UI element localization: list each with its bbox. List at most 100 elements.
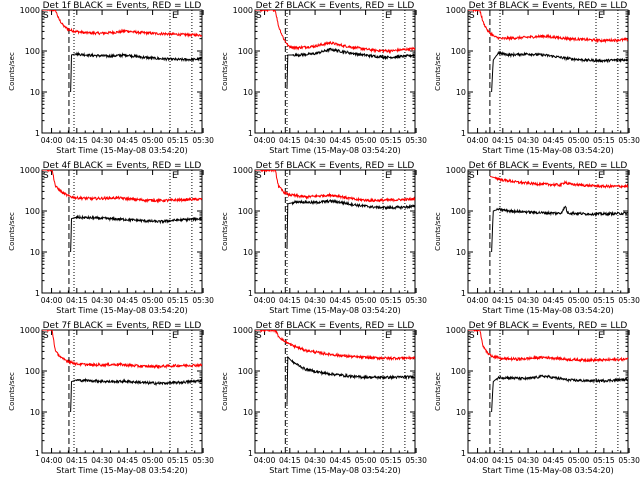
end-marker: E [172, 331, 178, 341]
y-tick-label: 1 [35, 449, 40, 458]
start-marker: S [469, 171, 475, 181]
x-tick-label: 04:30 [91, 136, 113, 145]
y-tick-label: 10 [30, 88, 40, 97]
x-tick-label: 05:00 [355, 456, 377, 465]
events-rate-line [70, 377, 202, 413]
x-tick-label: 05:00 [568, 296, 590, 305]
y-tick-label: 1 [461, 449, 466, 458]
y-tick-label: 10 [30, 408, 40, 417]
chart-panel-4: Det 4f BLACK = Events, RED = LLD Counts/s… [8, 161, 214, 315]
y-tick-label: 1000 [233, 326, 253, 335]
y-tick-label: 100 [451, 207, 466, 216]
chart-title: Det 6f BLACK = Events, RED = LLD [469, 161, 628, 171]
x-tick-label: 05:15 [167, 456, 189, 465]
y-axis-label: Counts/sec [8, 372, 16, 411]
chart-title: Det 2f BLACK = Events, RED = LLD [256, 1, 415, 11]
x-tick-label: 04:30 [517, 456, 539, 465]
lld-rate-line [42, 10, 202, 38]
x-tick-label: 04:00 [254, 296, 276, 305]
plot-frame [254, 9, 416, 134]
x-tick-label: 05:00 [142, 296, 164, 305]
y-tick-label: 10 [243, 248, 253, 257]
x-tick-label: 05:30 [192, 136, 214, 145]
chart-panel-2: Det 2f BLACK = Events, RED = LLD Counts/s… [221, 1, 427, 155]
start-marker: S [256, 171, 262, 181]
x-tick-label: 05:00 [142, 456, 164, 465]
end-marker: E [385, 331, 391, 341]
x-axis-label: Start Time (15-May-08 03:54:20) [56, 146, 187, 155]
y-tick-label: 100 [451, 47, 466, 56]
x-tick-label: 04:30 [91, 456, 113, 465]
events-rate-line [70, 214, 202, 253]
plot-frame [467, 329, 629, 454]
x-tick-label: 04:15 [279, 456, 301, 465]
x-tick-label: 05:30 [192, 456, 214, 465]
x-axis-label: Start Time (15-May-08 03:54:20) [482, 306, 613, 315]
x-axis-label: Start Time (15-May-08 03:54:20) [269, 466, 400, 475]
lld-rate-line [468, 10, 628, 44]
x-tick-label: 04:00 [254, 456, 276, 465]
chart-title: Det 7f BLACK = Events, RED = LLD [43, 321, 202, 331]
x-tick-label: 04:15 [492, 296, 514, 305]
chart-title: Det 3f BLACK = Events, RED = LLD [469, 1, 628, 11]
x-tick-label: 05:15 [380, 456, 402, 465]
x-tick-label: 04:45 [543, 136, 565, 145]
x-tick-label: 04:15 [279, 296, 301, 305]
x-tick-label: 05:15 [593, 136, 615, 145]
y-axis-label: Counts/sec [8, 52, 16, 91]
events-rate-line [286, 47, 415, 89]
plot-frame [254, 169, 416, 294]
y-tick-label: 1000 [446, 166, 466, 175]
y-tick-label: 1 [248, 129, 253, 138]
x-tick-label: 04:30 [91, 296, 113, 305]
x-tick-label: 04:45 [117, 296, 139, 305]
x-tick-label: 05:00 [142, 136, 164, 145]
x-tick-label: 04:45 [117, 456, 139, 465]
y-tick-label: 100 [238, 367, 253, 376]
start-marker: S [43, 171, 49, 181]
start-marker: S [469, 11, 475, 21]
y-tick-label: 1 [461, 129, 466, 138]
y-tick-label: 100 [25, 207, 40, 216]
x-tick-label: 05:15 [167, 296, 189, 305]
events-rate-line [491, 50, 628, 93]
x-tick-label: 05:30 [405, 296, 427, 305]
lld-rate-line [489, 175, 628, 189]
end-marker: E [172, 171, 178, 181]
chart-panel-7: Det 7f BLACK = Events, RED = LLD Counts/s… [8, 321, 214, 475]
x-tick-label: 04:45 [330, 456, 352, 465]
x-tick-label: 04:30 [517, 296, 539, 305]
end-marker: E [385, 11, 391, 21]
x-tick-label: 04:15 [66, 136, 88, 145]
end-marker: E [598, 171, 604, 181]
plot-frame [41, 329, 203, 454]
x-tick-label: 04:00 [254, 136, 276, 145]
x-tick-label: 04:30 [304, 136, 326, 145]
chart-panel-6: Det 6f BLACK = Events, RED = LLD Counts/s… [434, 161, 640, 315]
plot-frame [467, 9, 629, 134]
y-axis-label: Counts/sec [221, 52, 229, 91]
x-tick-label: 04:45 [543, 296, 565, 305]
x-tick-label: 05:15 [380, 136, 402, 145]
events-rate-line [491, 374, 628, 413]
x-tick-label: 04:15 [66, 456, 88, 465]
y-axis-label: Counts/sec [434, 52, 442, 91]
lld-rate-line [255, 330, 415, 362]
chart-title: Det 8f BLACK = Events, RED = LLD [256, 321, 415, 331]
x-tick-label: 05:30 [405, 136, 427, 145]
x-tick-label: 04:45 [330, 296, 352, 305]
y-tick-label: 10 [243, 408, 253, 417]
plot-frame [467, 169, 629, 294]
x-tick-label: 05:15 [380, 296, 402, 305]
chart-panel-5: Det 5f BLACK = Events, RED = LLD Counts/s… [221, 161, 427, 315]
events-rate-line [70, 51, 202, 93]
x-tick-label: 04:00 [467, 136, 489, 145]
x-tick-label: 04:45 [117, 136, 139, 145]
x-tick-label: 05:00 [568, 136, 590, 145]
x-axis-label: Start Time (15-May-08 03:54:20) [482, 466, 613, 475]
y-tick-label: 1000 [20, 6, 40, 15]
y-tick-label: 100 [238, 47, 253, 56]
chart-panel-3: Det 3f BLACK = Events, RED = LLD Counts/s… [434, 1, 640, 155]
start-marker: S [469, 331, 475, 341]
